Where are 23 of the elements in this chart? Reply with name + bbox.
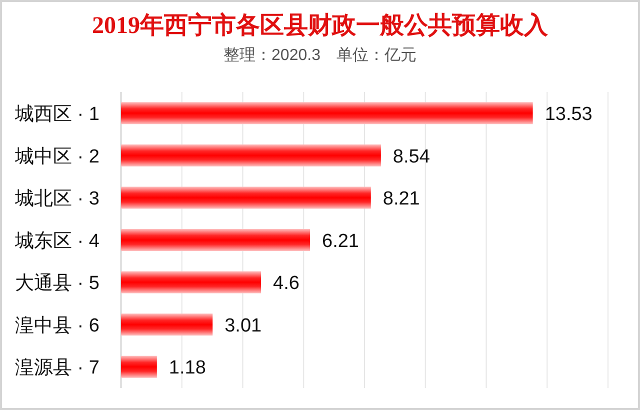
data-label: 1.18: [168, 358, 206, 379]
y-tick-label: 城北区 · 3: [14, 188, 100, 210]
bar: [121, 229, 310, 251]
bar: [121, 186, 371, 209]
bar: [121, 314, 213, 336]
y-tick-label: 大通县 · 5: [15, 273, 100, 294]
data-label: 8.54: [392, 146, 430, 168]
chart-subtitle: 整理：2020.3 单位：亿元: [224, 46, 416, 64]
bar: [121, 271, 262, 294]
y-tick-label: 湟源县 · 7: [15, 358, 100, 379]
data-label: 3.01: [224, 315, 262, 336]
y-tick-label: 湟中县 · 6: [15, 315, 100, 336]
y-tick-label: 城西区 · 1: [14, 104, 100, 125]
y-tick-label: 城东区 · 4: [14, 230, 100, 252]
data-label: 6.21: [322, 230, 359, 252]
data-label: 4.6: [273, 273, 300, 294]
bar: [121, 144, 381, 166]
chart-title: 2019年西宁市各区县财政一般公共预算收入: [92, 12, 549, 39]
bar: [121, 102, 533, 124]
data-label: 8.21: [382, 188, 420, 210]
y-tick-label: 城中区 · 2: [14, 146, 100, 168]
data-label: 13.53: [544, 104, 592, 125]
bar: [121, 356, 157, 378]
